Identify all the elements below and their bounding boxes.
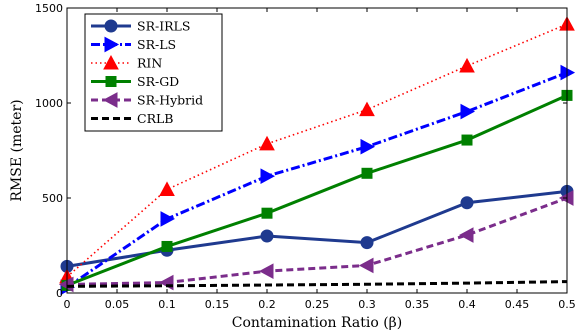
legend-item-sr-ls: SR-LS (91, 36, 176, 53)
point-sr-ls (460, 103, 476, 120)
y-tick-label: 0 (56, 287, 63, 300)
legend-marker (104, 36, 120, 53)
x-tick-label: 0.45 (505, 298, 530, 311)
y-axis-title: RMSE (meter) (9, 99, 25, 201)
legend-box (84, 13, 223, 132)
point-sr-ls (260, 168, 276, 184)
x-tick-label: 0.05 (105, 298, 130, 311)
x-tick-label: 0.25 (305, 298, 330, 311)
point-sr-irls (460, 196, 474, 210)
legend-item-sr-irls: SR-IRLS (91, 19, 190, 34)
legend-label: SR-GD (137, 74, 179, 89)
point-sr-hybrid (258, 263, 274, 279)
line-sr-gd (66, 94, 568, 287)
x-tick-label: 0.2 (258, 298, 276, 311)
ticks-layer: 0 0.05 0.1 0.15 0.2 0.25 0.3 0.35 0.4 0.45 0.5 0 500… (35, 2, 576, 311)
legend-item-sr-gd: SR-GD (91, 74, 179, 89)
x-tick-label: 0.5 (558, 298, 576, 311)
legend-item-crlb: CRLB (91, 111, 173, 126)
point-sr-hybrid (358, 257, 374, 274)
point-rin (159, 181, 175, 196)
legend: SR-IRLS SR-LS RIN SR-GD SR-Hybrid CRLB (84, 13, 223, 132)
legend-item-rin: RIN (91, 54, 162, 71)
legend-marker (105, 76, 117, 87)
point-sr-hybrid (458, 227, 474, 243)
series-crlb (66, 280, 568, 288)
legend-marker (103, 54, 119, 70)
point-sr-ls (160, 211, 176, 227)
y-tick-label: 1500 (35, 2, 63, 15)
legend-label: SR-Hybrid (137, 93, 203, 108)
x-axis-title: Contamination Ratio (β) (232, 315, 402, 331)
line-crlb (66, 280, 568, 288)
point-sr-gd (461, 134, 473, 146)
y-tick-label: 1000 (35, 97, 63, 110)
point-rin (359, 101, 375, 117)
point-rin (259, 135, 275, 151)
point-sr-gd (361, 167, 373, 179)
legend-marker (102, 92, 118, 108)
point-rin (459, 57, 475, 73)
point-sr-gd (161, 240, 173, 252)
series-sr-hybrid (58, 190, 574, 293)
x-tick-label: 0.3 (358, 298, 376, 311)
x-tick-label: 0.1 (158, 298, 176, 311)
legend-label: SR-IRLS (137, 19, 190, 34)
point-sr-irls (260, 229, 274, 243)
series-layer (58, 16, 576, 296)
point-sr-hybrid (158, 274, 174, 291)
point-sr-ls (360, 138, 376, 155)
legend-item-sr-hybrid: SR-Hybrid (91, 92, 203, 108)
legend-label: CRLB (137, 111, 173, 126)
y-tick-label: 500 (42, 192, 63, 205)
x-tick-label: 0 (64, 298, 71, 311)
x-tick-label: 0.4 (458, 298, 476, 311)
x-tick-label: 0.35 (405, 298, 430, 311)
point-sr-irls (360, 236, 374, 250)
legend-marker (104, 19, 118, 33)
legend-label: SR-LS (137, 37, 176, 52)
line-sr-hybrid (66, 196, 568, 286)
point-sr-gd (261, 207, 273, 219)
legend-label: RIN (137, 56, 162, 71)
x-tick-label: 0.15 (205, 298, 230, 311)
